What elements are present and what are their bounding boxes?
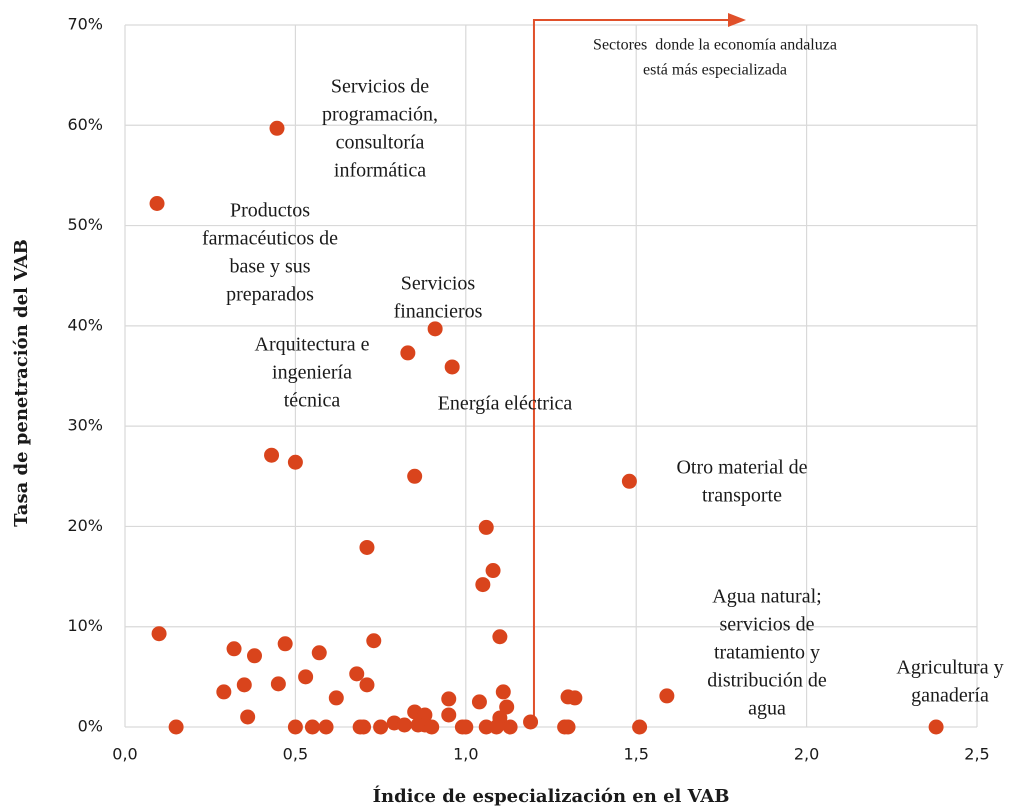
point: [471, 694, 487, 710]
annotation: financieros: [394, 301, 483, 323]
point: [359, 539, 375, 555]
annotation: agua: [748, 698, 786, 720]
point: [247, 648, 263, 664]
x-tick-label: 2,5: [964, 745, 989, 764]
point: [240, 709, 256, 725]
point: [458, 719, 474, 735]
annotation: distribución de: [707, 670, 827, 692]
annotation: base y sus: [229, 256, 310, 278]
annotation: ingeniería: [272, 362, 352, 384]
point: [216, 684, 232, 700]
point: [264, 447, 280, 463]
point: [304, 719, 320, 735]
point: [236, 677, 252, 693]
y-tick-label: 60%: [67, 115, 103, 134]
y-tick-label: 40%: [67, 315, 103, 334]
y-axis-title: Tasa de penetración del VAB: [11, 239, 32, 527]
point: [318, 719, 334, 735]
x-tick-label: 1,0: [453, 745, 478, 764]
y-tick-label: 50%: [67, 215, 103, 234]
point: [151, 626, 167, 642]
point: [407, 468, 423, 484]
y-tick-label: 70%: [67, 15, 103, 34]
point: [396, 717, 412, 733]
annotation: Agua natural;: [712, 586, 821, 608]
annotation: Sectores donde la economía andaluza: [593, 37, 837, 54]
annotation: farmacéuticos de: [202, 228, 338, 250]
annotation: Servicios de: [331, 76, 429, 98]
point: [495, 684, 511, 700]
annotation: Arquitectura e: [255, 334, 370, 356]
point: [168, 719, 184, 735]
y-tick-label: 0%: [78, 717, 103, 736]
annotation: servicios de: [720, 614, 815, 636]
y-tick-label: 10%: [67, 616, 103, 635]
point: [366, 633, 382, 649]
annotation: Productos: [230, 200, 310, 222]
annotation: ganadería: [911, 685, 989, 707]
point: [499, 699, 515, 715]
x-axis-title: Índice de especialización en el VAB: [373, 784, 730, 807]
x-tick-label: 0,0: [112, 745, 137, 764]
point: [444, 359, 460, 375]
point: [632, 719, 648, 735]
point: [373, 719, 389, 735]
annotation: transporte: [702, 485, 782, 507]
point: [424, 719, 440, 735]
point: [287, 454, 303, 470]
annotation: Otro material de: [676, 457, 807, 479]
annotation: está más especializada: [643, 62, 787, 79]
annotation: Agricultura y: [896, 657, 1003, 679]
annotation: Servicios: [401, 273, 476, 295]
annotation: consultoría: [336, 132, 425, 154]
point: [560, 719, 576, 735]
point: [567, 690, 583, 706]
point: [328, 690, 344, 706]
point: [400, 345, 416, 361]
point: [427, 321, 443, 337]
point: [298, 669, 314, 685]
y-tick-label: 30%: [67, 416, 103, 435]
point: [488, 719, 504, 735]
point: [502, 719, 518, 735]
annotation: preparados: [226, 284, 314, 306]
divider-line: [532, 19, 730, 727]
x-tick-label: 1,5: [623, 745, 648, 764]
point: [478, 519, 494, 535]
divider-arrow: [728, 13, 746, 27]
point: [349, 666, 365, 682]
point: [485, 563, 501, 579]
point: [621, 473, 637, 489]
point: [149, 196, 165, 212]
point: [226, 641, 242, 657]
point: [287, 719, 303, 735]
point: [269, 120, 285, 136]
annotation: técnica: [284, 390, 341, 412]
annotation: informática: [334, 160, 426, 182]
y-tick-label: 20%: [67, 516, 103, 535]
point: [928, 719, 944, 735]
point: [523, 714, 539, 730]
point: [270, 676, 286, 692]
point: [311, 645, 327, 661]
point: [441, 691, 457, 707]
point: [356, 719, 372, 735]
annotation: Energía eléctrica: [438, 393, 573, 415]
point: [475, 577, 491, 593]
point: [277, 636, 293, 652]
annotation: programación,: [322, 104, 438, 126]
point: [441, 707, 457, 723]
x-tick-label: 2,0: [794, 745, 819, 764]
point: [492, 629, 508, 645]
point: [659, 688, 675, 704]
point: [359, 677, 375, 693]
x-tick-label: 0,5: [283, 745, 308, 764]
annotation: tratamiento y: [714, 642, 820, 664]
